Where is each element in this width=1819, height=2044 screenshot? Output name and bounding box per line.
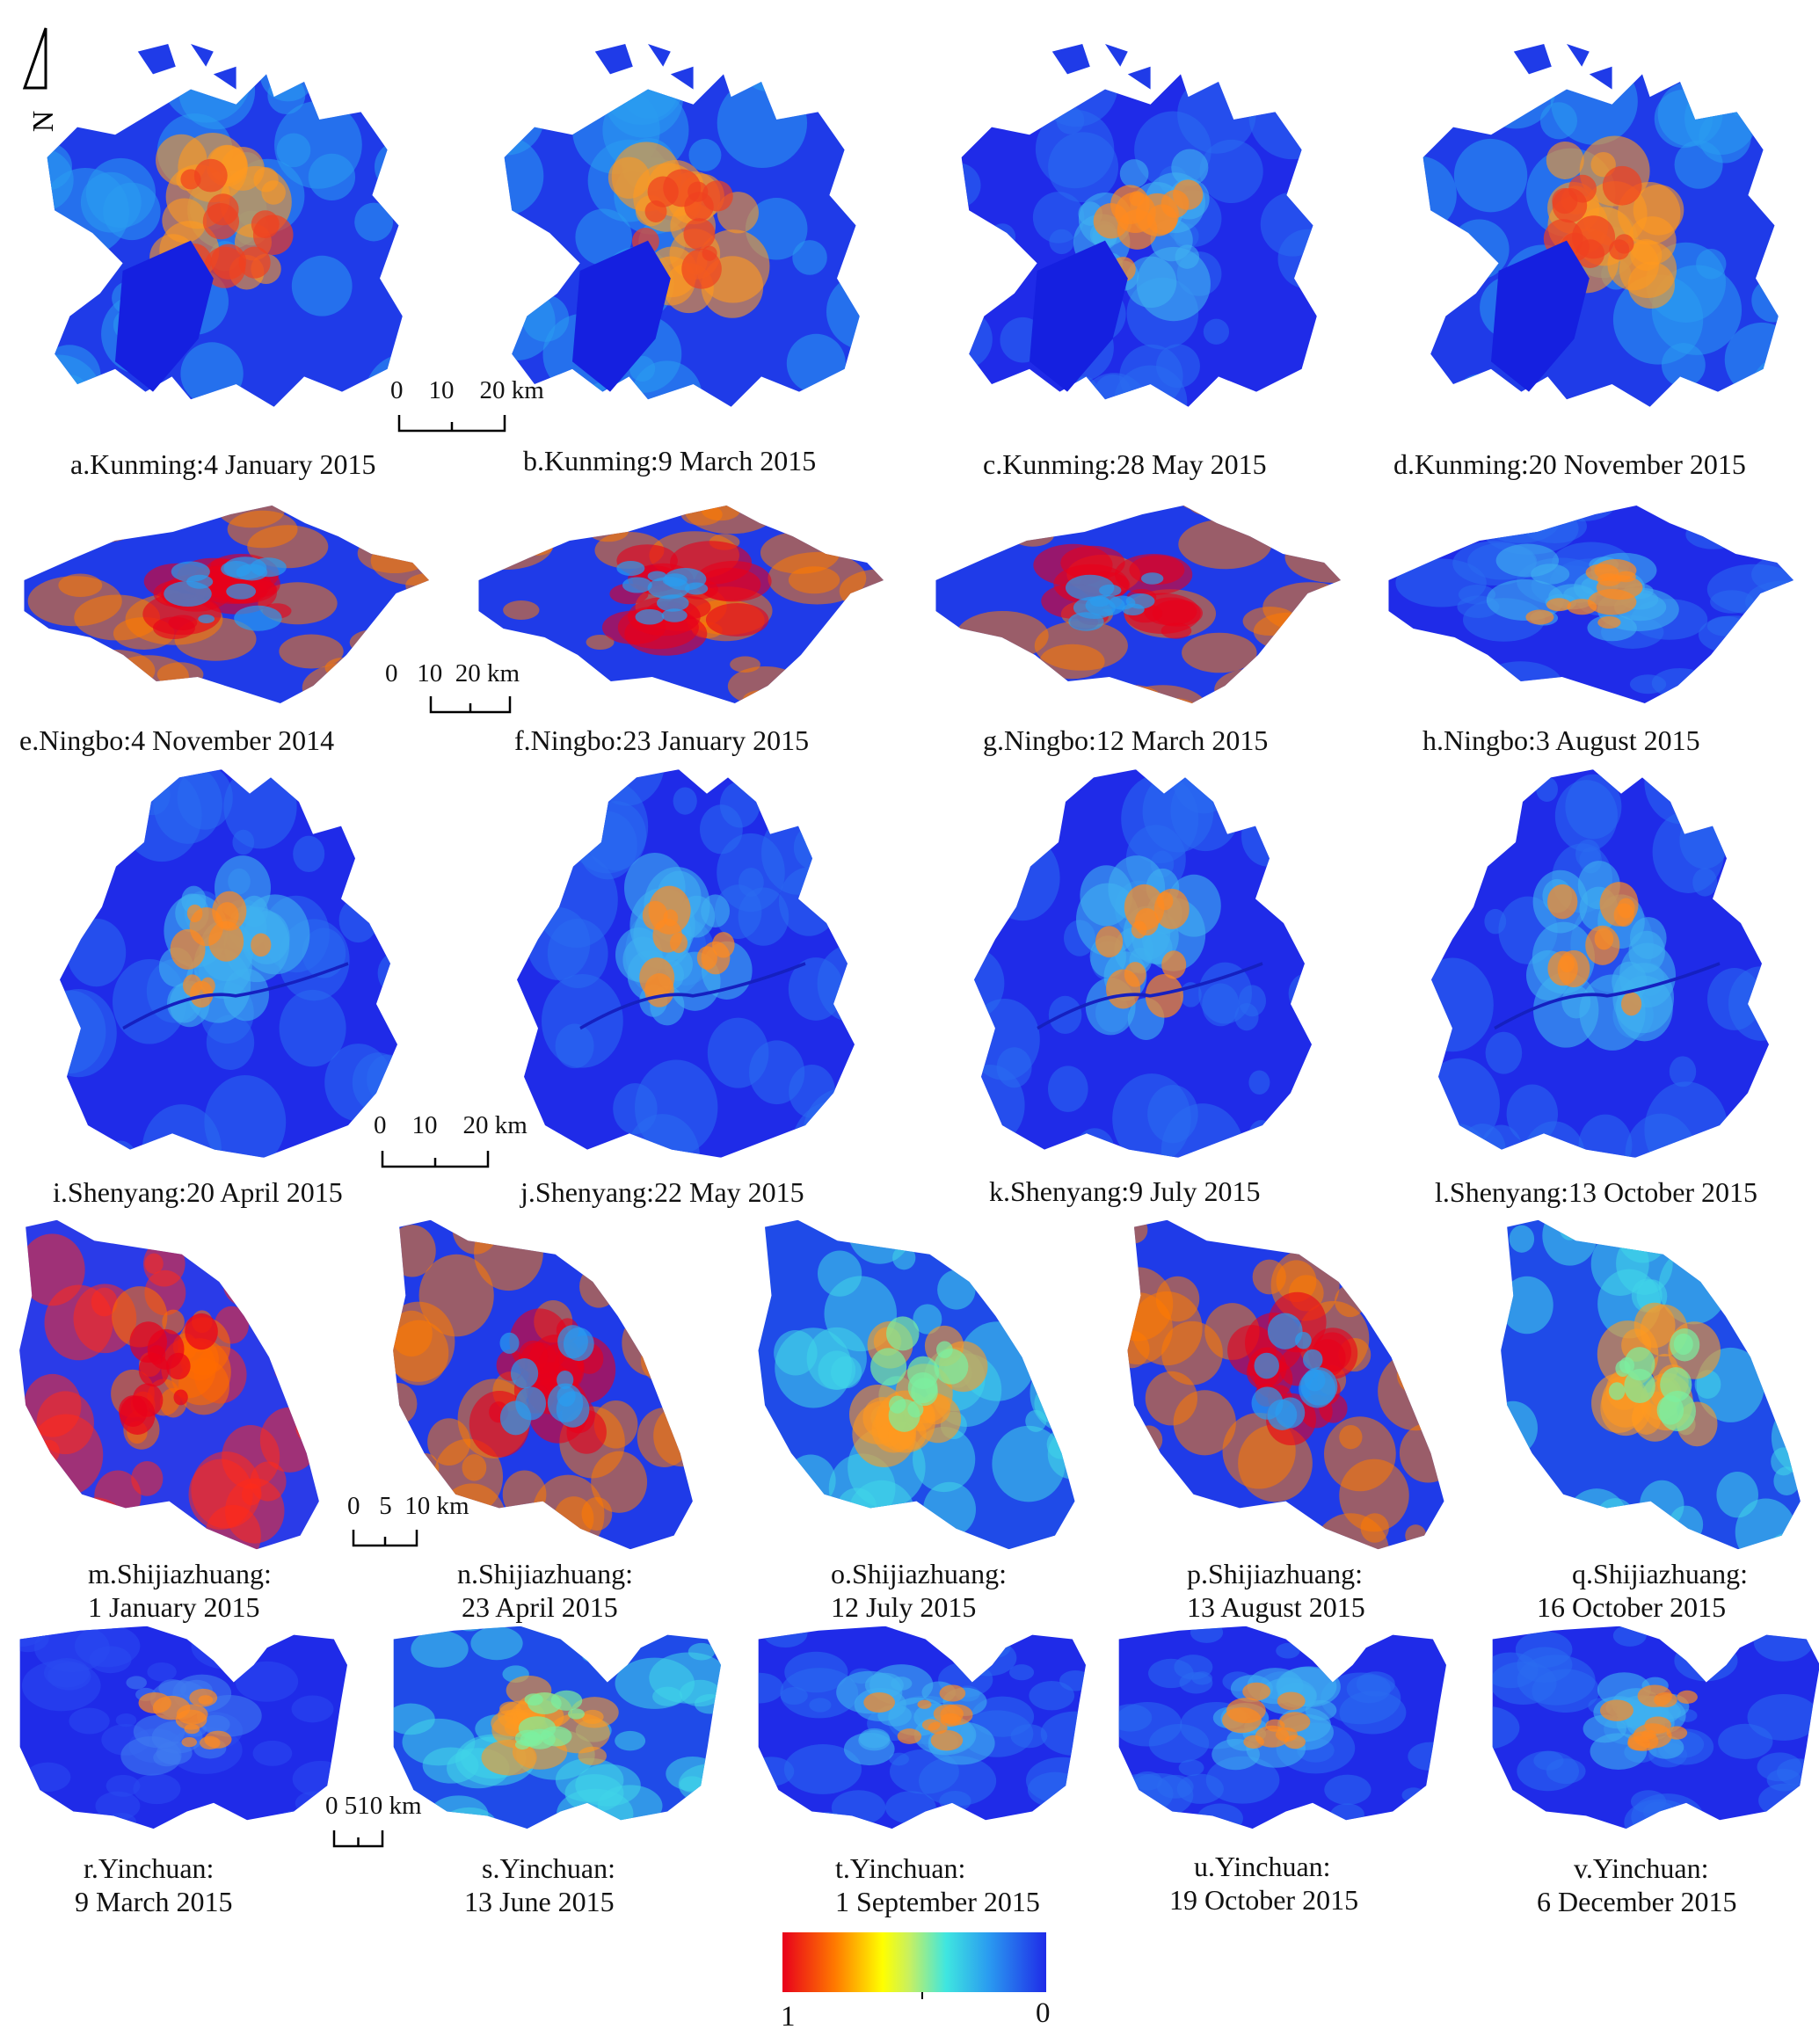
caption-date-o: 12 July 2015 [831, 1591, 977, 1623]
scale-bar-label-3: 0 5 10 km [347, 1492, 469, 1520]
scale-bar-label-2: 0 10 20 km [374, 1111, 528, 1139]
map-panel-e [16, 492, 429, 712]
caption-a: a.Kunming:4 January 2015 [70, 448, 376, 480]
map-panel-k [967, 761, 1319, 1166]
map-panel-j [510, 761, 862, 1166]
legend-max-label: 1 [781, 2001, 796, 2033]
caption-p: p.Shijiazhuang: [1187, 1558, 1363, 1589]
caption-m: m.Shijiazhuang: [88, 1558, 272, 1589]
caption-h: h.Ningbo:3 August 2015 [1422, 724, 1700, 756]
map-panel-o [752, 1213, 1081, 1556]
scale-bar-4 [332, 1829, 384, 1850]
caption-u: u.Yinchuan: [1194, 1851, 1331, 1882]
caption-e: e.Ningbo:4 November 2014 [19, 724, 335, 756]
map-panel-n [387, 1213, 699, 1556]
caption-s: s.Yinchuan: [482, 1852, 615, 1884]
caption-c: c.Kunming:28 May 2015 [983, 448, 1267, 480]
caption-q: q.Shijiazhuang: [1572, 1558, 1748, 1589]
caption-date-q: 16 October 2015 [1537, 1591, 1727, 1623]
map-panel-r [13, 1618, 347, 1833]
caption-date-r: 9 March 2015 [75, 1886, 233, 1917]
map-panel-b [497, 44, 875, 422]
map-panel-s [387, 1618, 721, 1833]
color-ramp-legend [782, 1932, 1046, 1992]
scale-bar-0 [397, 413, 506, 434]
caption-l: l.Shenyang:13 October 2015 [1435, 1176, 1758, 1208]
caption-r: r.Yinchuan: [84, 1852, 215, 1884]
scale-bar-2 [381, 1149, 490, 1170]
caption-date-n: 23 April 2015 [462, 1591, 618, 1623]
caption-date-v: 6 December 2015 [1537, 1886, 1737, 1917]
caption-f: f.Ningbo:23 January 2015 [514, 724, 810, 756]
map-panel-u [1112, 1618, 1446, 1833]
scale-bar-label-1: 0 10 20 km [385, 659, 520, 687]
map-panel-f [470, 492, 884, 712]
map-panel-c [954, 44, 1332, 422]
scale-bar-3 [352, 1528, 418, 1549]
caption-j: j.Shenyang:22 May 2015 [520, 1176, 804, 1208]
map-panel-i [53, 761, 404, 1166]
caption-v: v.Yinchuan: [1574, 1852, 1709, 1884]
caption-date-u: 19 October 2015 [1169, 1884, 1359, 1916]
caption-n: n.Shijiazhuang: [457, 1558, 633, 1589]
map-panel-p [1121, 1213, 1451, 1556]
scale-bar-1 [429, 695, 512, 716]
caption-t: t.Yinchuan: [835, 1852, 966, 1884]
caption-k: k.Shenyang:9 July 2015 [989, 1175, 1261, 1207]
map-panel-h [1380, 492, 1794, 712]
map-panel-v [1486, 1618, 1819, 1833]
caption-b: b.Kunming:9 March 2015 [523, 445, 817, 476]
map-panel-q [1495, 1213, 1807, 1556]
caption-g: g.Ningbo:12 March 2015 [983, 724, 1269, 756]
map-panel-m [13, 1213, 325, 1556]
caption-date-s: 13 June 2015 [464, 1886, 615, 1917]
caption-o: o.Shijiazhuang: [831, 1558, 1007, 1589]
caption-date-t: 1 September 2015 [835, 1886, 1040, 1917]
caption-date-p: 13 August 2015 [1187, 1591, 1365, 1623]
map-panel-d [1415, 44, 1794, 422]
map-panel-g [928, 492, 1341, 712]
map-panel-l [1424, 761, 1776, 1166]
legend-tick [921, 1992, 923, 1999]
caption-i: i.Shenyang:20 April 2015 [53, 1176, 343, 1208]
north-arrow-icon: N [19, 26, 60, 141]
legend-min-label: 0 [1036, 1997, 1051, 2029]
map-panel-t [752, 1618, 1086, 1833]
north-letter: N [27, 111, 58, 133]
scale-bar-label-0: 0 10 20 km [390, 376, 544, 404]
caption-d: d.Kunming:20 November 2015 [1393, 448, 1746, 480]
scale-bar-label-4: 0 510 km [325, 1792, 422, 1820]
map-panel-a [40, 44, 418, 422]
caption-date-m: 1 January 2015 [88, 1591, 260, 1623]
